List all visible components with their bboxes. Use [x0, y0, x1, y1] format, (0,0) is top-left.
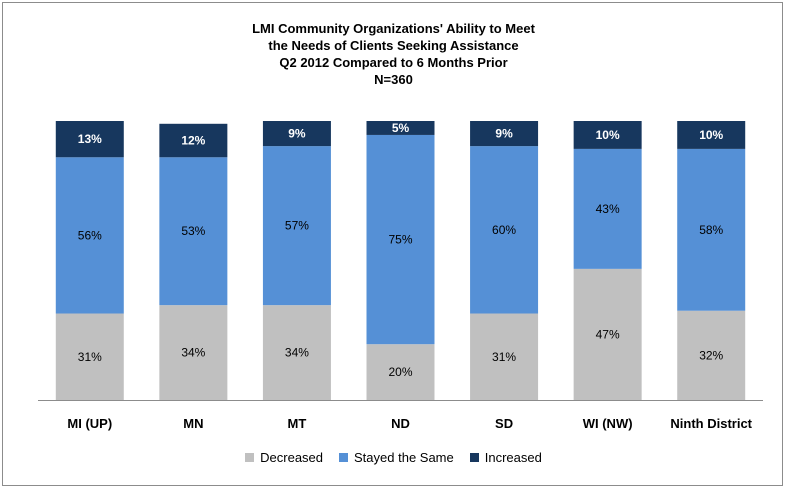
data-label-nd-stayed-the-same: 75%: [388, 233, 412, 247]
bar-nd-stayed-the-same: [366, 134, 435, 345]
legend-swatch-decreased: [245, 453, 255, 462]
x-tick-label-nd: ND: [391, 416, 410, 431]
bar-mi-up-stayed-the-same: [55, 157, 124, 314]
bar-mt-stayed-the-same: [262, 146, 331, 306]
bar-wi-nw-increased: [573, 121, 642, 149]
bar-nd-increased: [366, 121, 435, 135]
legend-swatch-stayed-the-same: [339, 453, 349, 462]
bar-wi-nw-stayed-the-same: [573, 148, 642, 269]
bar-wi-nw-decreased: [573, 268, 642, 400]
data-label-sd-increased: 9%: [495, 127, 513, 141]
data-label-ninth-district-stayed-the-same: 58%: [699, 223, 723, 237]
x-tick-label-wi-nw: WI (NW): [583, 416, 633, 431]
bar-sd-stayed-the-same: [470, 146, 539, 314]
title-line-4: N=360: [374, 72, 413, 87]
legend-item-increased: Increased: [469, 450, 542, 465]
data-label-mt-stayed-the-same: 57%: [285, 219, 309, 233]
data-label-wi-nw-decreased: 47%: [596, 327, 620, 341]
legend-item-stayed-the-same: Stayed the Same: [339, 450, 454, 465]
bar-mn-increased: [159, 123, 228, 158]
legend-label-decreased: Decreased: [260, 450, 324, 465]
legend-swatch-increased: [469, 453, 479, 462]
data-label-mt-increased: 9%: [288, 127, 306, 141]
data-label-mt-decreased: 34%: [285, 346, 309, 360]
bar-mi-up-decreased: [55, 313, 124, 400]
data-label-nd-increased: 5%: [392, 121, 410, 135]
bar-mn-decreased: [159, 305, 228, 400]
bar-ninth-district-increased: [677, 121, 746, 149]
bar-mi-up-increased: [55, 121, 124, 158]
data-label-mn-increased: 12%: [181, 134, 205, 148]
data-label-mn-decreased: 34%: [181, 346, 205, 360]
data-label-ninth-district-increased: 10%: [699, 128, 723, 142]
data-label-mn-stayed-the-same: 53%: [181, 224, 205, 238]
data-label-wi-nw-increased: 10%: [596, 128, 620, 142]
x-tick-label-mi-up: MI (UP): [67, 416, 112, 431]
data-label-ninth-district-decreased: 32%: [699, 348, 723, 362]
data-label-wi-nw-stayed-the-same: 43%: [596, 202, 620, 216]
bar-sd-increased: [470, 121, 539, 147]
data-label-nd-decreased: 20%: [388, 365, 412, 379]
data-label-mi-up-decreased: 31%: [78, 350, 102, 364]
chart-title: LMI Community Organizations' Ability to …: [0, 20, 787, 88]
bar-mn-stayed-the-same: [159, 157, 228, 306]
bar-sd-decreased: [470, 313, 539, 400]
data-label-sd-stayed-the-same: 60%: [492, 223, 516, 237]
x-tick-label-sd: SD: [495, 416, 513, 431]
title-line-2: the Needs of Clients Seeking Assistance: [268, 38, 519, 53]
bar-nd-decreased: [366, 344, 435, 400]
bar-ninth-district-stayed-the-same: [677, 148, 746, 311]
bar-ninth-district-decreased: [677, 310, 746, 400]
x-tick-label-mn: MN: [183, 416, 203, 431]
x-tick-label-mt: MT: [288, 416, 307, 431]
title-line-3: Q2 2012 Compared to 6 Months Prior: [279, 55, 508, 70]
bar-mt-increased: [262, 121, 331, 147]
legend-label-stayed-the-same: Stayed the Same: [354, 450, 454, 465]
legend: Decreased Stayed the Same Increased: [0, 450, 787, 465]
data-label-mi-up-increased: 13%: [78, 132, 102, 146]
title-line-1: LMI Community Organizations' Ability to …: [252, 21, 535, 36]
data-label-sd-decreased: 31%: [492, 350, 516, 364]
bar-mt-decreased: [262, 305, 331, 400]
legend-label-increased: Increased: [484, 450, 542, 465]
legend-item-decreased: Decreased: [245, 450, 323, 465]
x-tick-label-ninth-district: Ninth District: [670, 416, 752, 431]
data-label-mi-up-stayed-the-same: 56%: [78, 228, 102, 242]
